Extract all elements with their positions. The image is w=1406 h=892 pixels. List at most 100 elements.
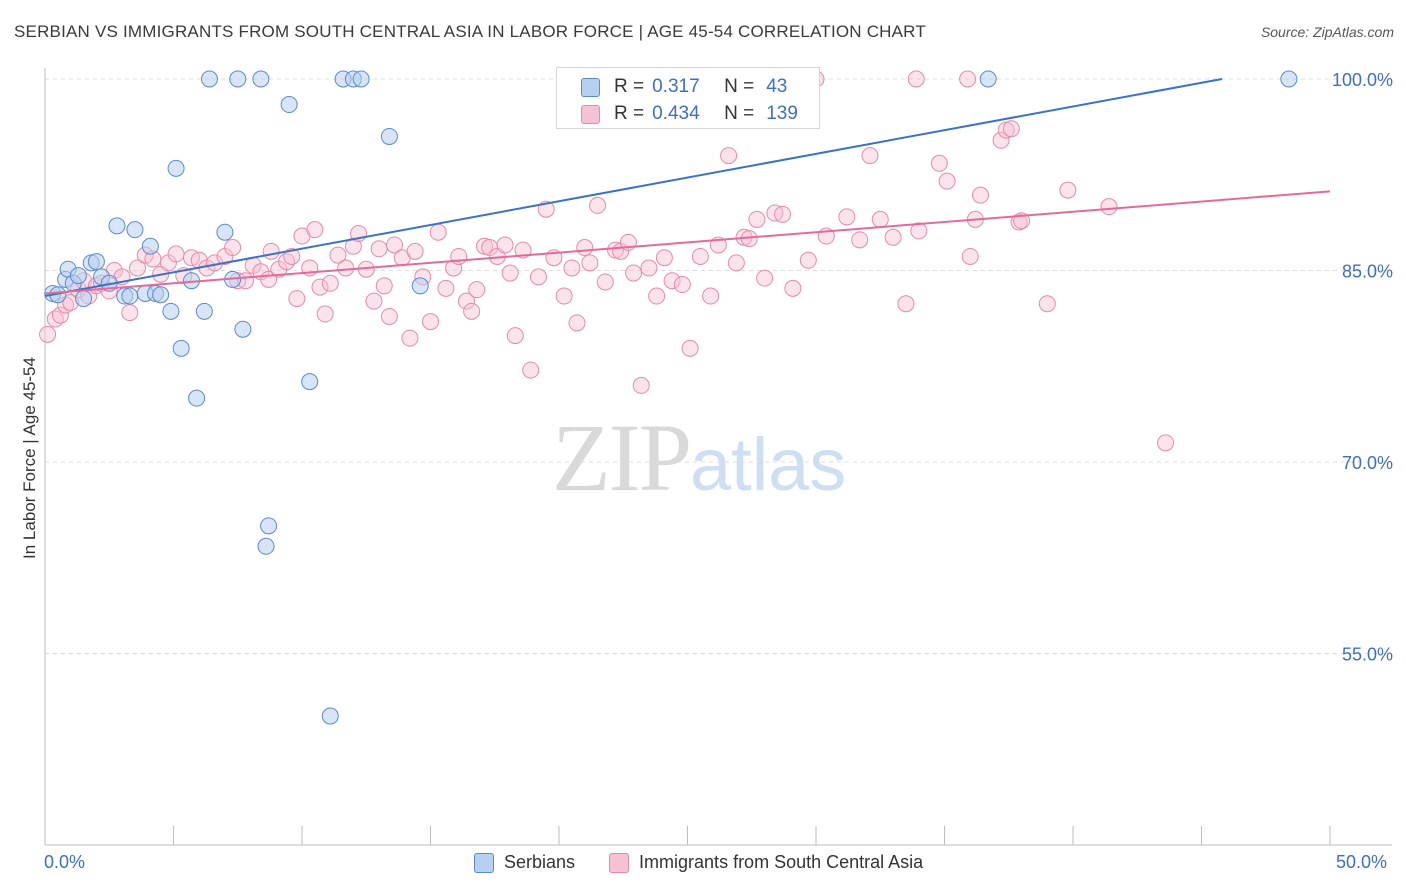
serbian-point <box>200 70 218 88</box>
immigrant-point <box>386 236 404 254</box>
serbian-point <box>280 96 298 114</box>
immigrant-point <box>463 302 481 320</box>
legend-n-value-serbians: 43 <box>766 76 788 97</box>
watermark-atlas: atlas <box>690 423 847 506</box>
serbian-point <box>979 70 997 88</box>
serbian-point <box>121 287 139 305</box>
immigrant-point <box>632 376 650 394</box>
legend-label-serbians: Serbians <box>504 852 576 872</box>
legend-swatch-blue <box>581 77 600 97</box>
immigrant-point <box>589 196 607 214</box>
y-tick-label: 70.0% <box>1342 453 1393 473</box>
immigrant-point <box>897 295 915 313</box>
immigrant-point <box>907 70 925 88</box>
serbian-point <box>257 537 275 555</box>
immigrant-point <box>992 131 1010 149</box>
immigrant-point <box>851 231 869 249</box>
serbian-point <box>216 223 234 241</box>
immigrant-point <box>506 327 524 345</box>
source-credit: Source: ZipAtlas.com <box>1260 24 1394 40</box>
immigrant-point <box>930 154 948 172</box>
immigrant-point <box>681 339 699 357</box>
immigrant-point <box>311 278 329 296</box>
immigrant-point <box>370 240 388 258</box>
immigrant-point <box>224 239 242 257</box>
immigrant-point <box>288 290 306 308</box>
immigrant-point <box>401 329 419 347</box>
serbian-point <box>234 320 252 338</box>
immigrant-point <box>283 247 301 265</box>
legend-r-label: R = <box>614 103 645 124</box>
immigrant-point <box>375 277 393 295</box>
immigrant-point <box>522 361 540 379</box>
immigrant-point <box>422 313 439 331</box>
immigrant-point <box>655 249 673 267</box>
immigrant-point <box>640 259 658 277</box>
immigrant-point <box>884 228 902 246</box>
immigrant-point <box>959 70 977 88</box>
immigrant-point <box>514 241 532 259</box>
immigrant-point <box>702 287 720 305</box>
serbian-point <box>411 277 429 295</box>
immigrant-point <box>871 210 889 228</box>
serbian-point <box>69 267 87 285</box>
immigrant-point <box>838 208 856 226</box>
immigrant-point <box>756 269 774 287</box>
immigrant-point <box>938 172 956 190</box>
legend-swatch-pink <box>609 852 630 873</box>
legend-swatch-pink <box>581 104 600 124</box>
immigrant-point <box>1100 198 1118 216</box>
immigrant-point <box>306 221 324 239</box>
serbian-point <box>162 302 180 320</box>
immigrant-point <box>673 276 691 294</box>
immigrant-point <box>648 287 666 305</box>
y-tick-label: 100.0% <box>1332 70 1393 90</box>
legend-n-label: N = <box>724 103 755 124</box>
immigrant-point <box>365 292 383 310</box>
serbian-point <box>352 70 370 88</box>
legend-r-label: R = <box>614 76 645 97</box>
serbian-point <box>301 373 319 391</box>
legend-row-serbians: R = 0.317 N = 43 <box>581 75 787 99</box>
immigrant-point <box>663 272 681 290</box>
immigrant-point <box>278 253 296 271</box>
immigrant-point <box>337 259 355 277</box>
legend-n-label: N = <box>724 76 755 97</box>
immigrant-point <box>596 273 614 291</box>
serbian-point <box>188 389 206 407</box>
immigrant-point <box>1157 434 1175 452</box>
immigrant-point <box>625 264 643 282</box>
immigrant-point <box>329 246 347 264</box>
immigrant-point <box>799 251 817 269</box>
immigrant-point <box>51 306 69 324</box>
immigrant-point <box>167 245 185 263</box>
immigrant-point <box>568 314 586 332</box>
immigrant-point <box>39 325 57 343</box>
immigrant-point <box>961 247 979 265</box>
immigrant-point <box>316 305 334 323</box>
serbian-point <box>75 290 93 308</box>
legend-n-value-immigrants: 139 <box>766 103 798 124</box>
serbian-trend-line <box>44 78 1223 298</box>
immigrant-point <box>262 242 280 260</box>
serbian-point <box>87 253 105 271</box>
correlation-legend: R = 0.317 N = 43 R = 0.434 N = 139 <box>556 67 820 129</box>
immigrant-point <box>727 254 745 272</box>
watermark: ZIPatlas <box>552 402 846 513</box>
immigrant-point <box>563 259 581 277</box>
immigrant-point <box>468 281 486 299</box>
legend-r-value-serbians: 0.317 <box>652 76 700 97</box>
immigrant-point <box>784 279 802 297</box>
immigrant-point <box>501 264 519 282</box>
serbian-point <box>252 70 270 88</box>
y-tick-label: 85.0% <box>1342 262 1393 282</box>
legend-r-value-immigrants: 0.434 <box>652 103 700 124</box>
immigrant-point <box>1002 120 1020 138</box>
immigrant-point <box>691 247 709 265</box>
immigrant-point <box>496 236 514 254</box>
immigrant-point <box>121 304 139 322</box>
immigrant-point <box>1038 295 1056 313</box>
immigrant-point <box>450 247 468 265</box>
serbian-point <box>380 127 398 145</box>
